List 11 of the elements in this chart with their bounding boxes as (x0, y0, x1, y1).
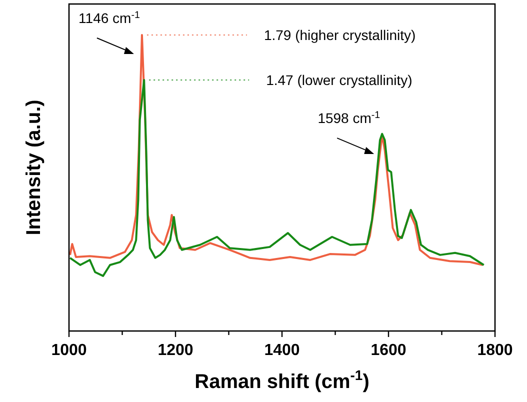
x-tick-label: 1200 (158, 342, 194, 359)
x-tick-label: 1000 (51, 342, 87, 359)
x-tick-label: 1400 (264, 342, 300, 359)
x-tick-label: 1600 (370, 342, 406, 359)
annotation: 1.47 (lower crystallinity) (266, 72, 412, 88)
y-axis-title: Intensity (a.u.) (23, 100, 45, 236)
x-tick-label: 1800 (477, 342, 513, 359)
annotation: 1146 cm$^{-1}$ (78, 10, 140, 26)
x-axis-title: Raman shift (cm$^{-1}$) (194, 367, 370, 393)
annotation: 1598 cm$^{-1}$ (318, 110, 380, 126)
annotation: 1.79 (higher crystallinity) (264, 27, 416, 43)
